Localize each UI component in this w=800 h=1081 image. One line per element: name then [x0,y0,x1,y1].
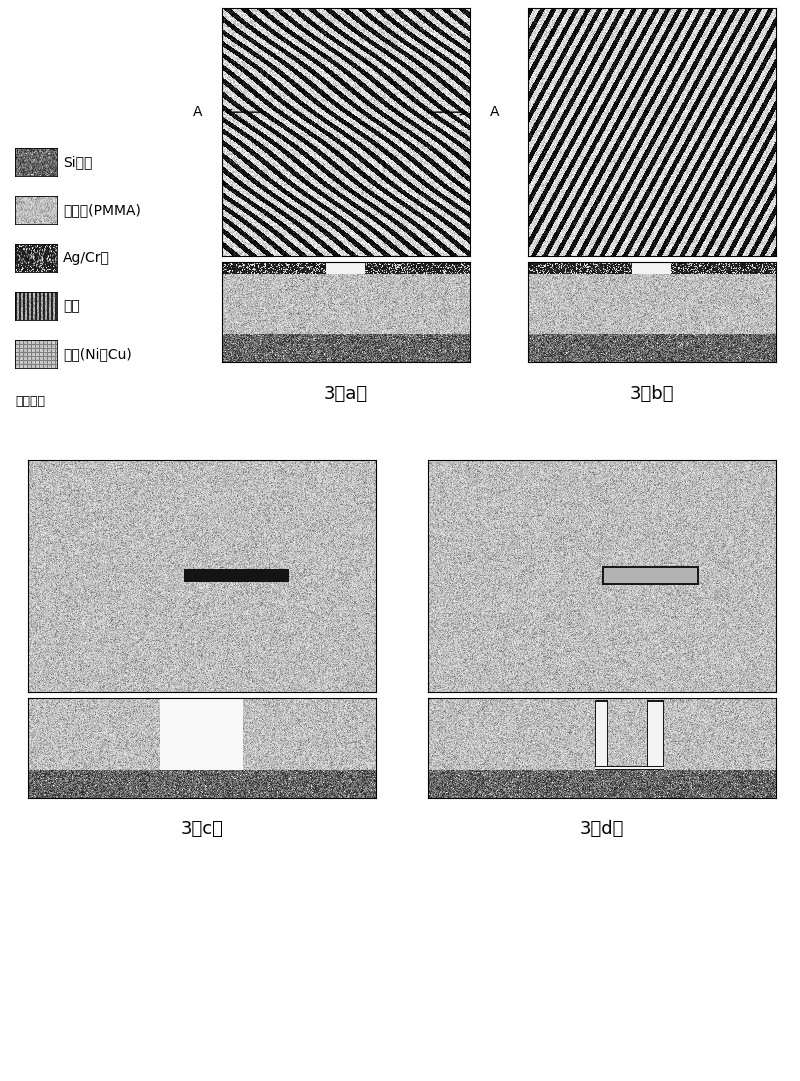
Text: 3（b）: 3（b） [630,385,674,403]
Text: Ag/Cr膜: Ag/Cr膜 [63,251,110,265]
Text: 掩膜: 掩膜 [63,299,80,313]
Text: 3（a）: 3（a） [324,385,368,403]
Text: 3（d）: 3（d） [580,820,624,838]
Text: A: A [193,105,202,119]
Text: 3（c）: 3（c） [181,820,223,838]
Text: 金属(Ni或Cu): 金属(Ni或Cu) [63,347,132,361]
Text: 光刻胶(PMMA): 光刻胶(PMMA) [63,203,141,217]
Text: Si基底: Si基底 [63,155,93,169]
Text: 图例说明: 图例说明 [15,395,45,408]
Text: A: A [490,105,499,119]
